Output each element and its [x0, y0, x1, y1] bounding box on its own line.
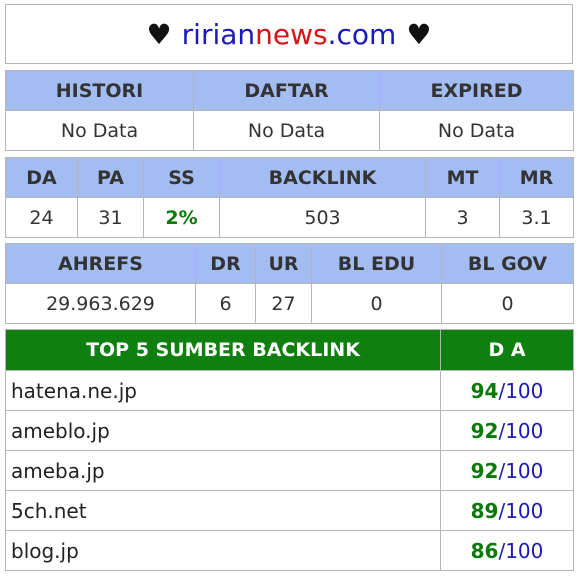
- ahrefs-value: 29.963.629: [5, 283, 196, 324]
- da-score: 92: [470, 418, 499, 443]
- da-score: 86: [470, 538, 499, 563]
- ur-value: 27: [255, 283, 312, 324]
- da-max: /100: [498, 418, 544, 443]
- table-row: ameba.jp 92/100: [5, 450, 574, 491]
- da-score: 92: [470, 458, 499, 483]
- histori-header: HISTORI: [5, 70, 194, 111]
- brand-part-3: .com: [327, 17, 397, 51]
- top-backlinks-table: TOP 5 SUMBER BACKLINK D A hatena.ne.jp 9…: [5, 329, 574, 571]
- da-value: 24: [5, 197, 78, 238]
- daftar-header: DAFTAR: [193, 70, 380, 111]
- da-max: /100: [498, 498, 544, 523]
- da-score: 89: [470, 498, 499, 523]
- pa-value: 31: [77, 197, 144, 238]
- mt-header: MT: [425, 157, 500, 198]
- table-row: hatena.ne.jp 94/100: [5, 370, 574, 411]
- table-row: 5ch.net 89/100: [5, 490, 574, 531]
- da-max: /100: [498, 538, 544, 563]
- table-row: ameblo.jp 92/100: [5, 410, 574, 451]
- da-column-header: D A: [440, 329, 574, 371]
- da-max: /100: [498, 378, 544, 403]
- ahrefs-header: AHREFS: [5, 243, 196, 284]
- site-title: ♥ ririan news .com ♥: [5, 4, 573, 64]
- bl-edu-value: 0: [311, 283, 442, 324]
- heart-left-icon: ♥: [146, 17, 172, 51]
- daftar-value: No Data: [193, 110, 380, 151]
- bl-gov-header: BL GOV: [441, 243, 574, 284]
- brand-part-1: ririan: [181, 17, 256, 51]
- ahrefs-table: AHREFS DR UR BL EDU BL GOV 29.963.629 6 …: [5, 243, 574, 324]
- expired-value: No Data: [379, 110, 574, 151]
- histori-value: No Data: [5, 110, 194, 151]
- heart-right-icon: ♥: [406, 17, 432, 51]
- backlink-domain[interactable]: blog.jp: [5, 530, 441, 571]
- mr-value: 3.1: [499, 197, 574, 238]
- ur-header: UR: [255, 243, 312, 284]
- da-max: /100: [498, 458, 544, 483]
- bl-gov-value: 0: [441, 283, 574, 324]
- backlink-domain[interactable]: ameba.jp: [5, 450, 441, 491]
- brand-part-2: news: [255, 17, 328, 51]
- backlink-header: BACKLINK: [219, 157, 426, 198]
- pa-header: PA: [77, 157, 144, 198]
- table-row: blog.jp 86/100: [5, 530, 574, 571]
- ss-value: 2%: [143, 197, 220, 238]
- da-score: 94: [470, 378, 499, 403]
- ss-header: SS: [143, 157, 220, 198]
- expired-header: EXPIRED: [379, 70, 574, 111]
- metrics-table: DA PA SS BACKLINK MT MR 24 31 2% 503 3 3…: [5, 157, 574, 238]
- bl-edu-header: BL EDU: [311, 243, 442, 284]
- history-table: HISTORI DAFTAR EXPIRED No Data No Data N…: [5, 70, 574, 151]
- da-header: DA: [5, 157, 78, 198]
- dr-value: 6: [195, 283, 256, 324]
- backlink-domain[interactable]: hatena.ne.jp: [5, 370, 441, 411]
- dr-header: DR: [195, 243, 256, 284]
- top-backlink-header: TOP 5 SUMBER BACKLINK: [5, 329, 441, 371]
- backlink-value: 503: [219, 197, 426, 238]
- backlink-domain[interactable]: ameblo.jp: [5, 410, 441, 451]
- backlink-domain[interactable]: 5ch.net: [5, 490, 441, 531]
- mt-value: 3: [425, 197, 500, 238]
- mr-header: MR: [499, 157, 574, 198]
